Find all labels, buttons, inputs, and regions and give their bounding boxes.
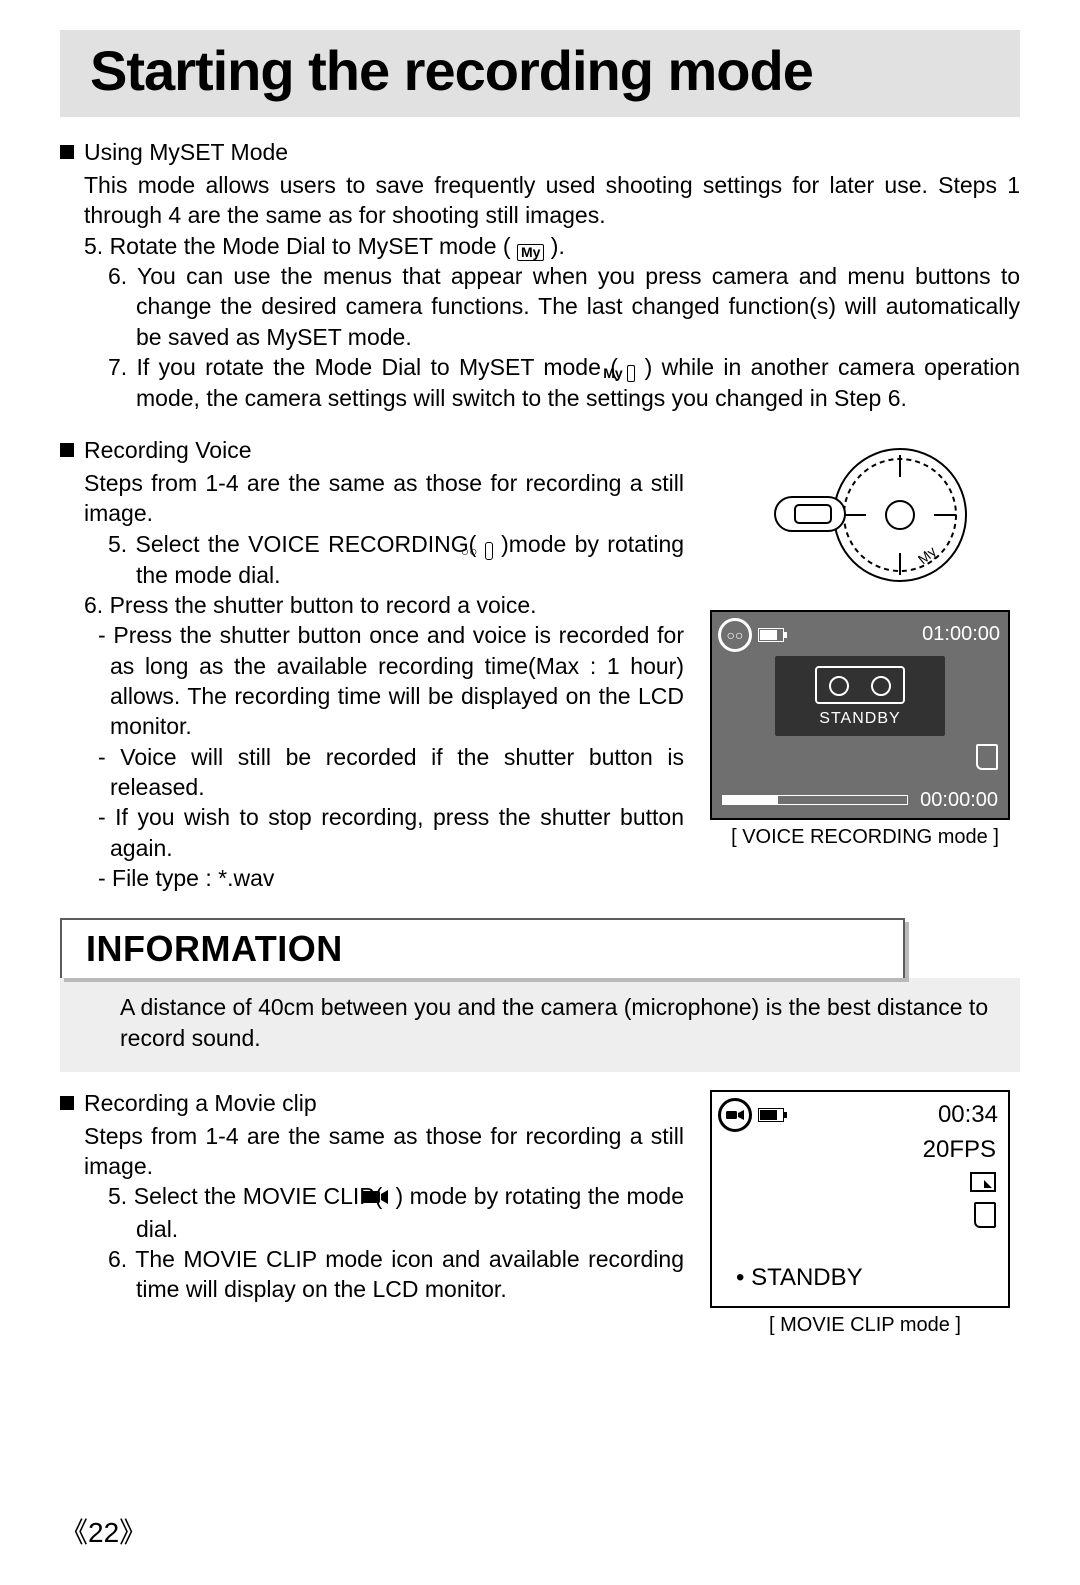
voice-sub4: - File type : *.wav xyxy=(110,863,684,893)
m5a: 5. Select the MOVIE CLIP( xyxy=(108,1183,382,1209)
voice-step6: 6. Press the shutter button to record a … xyxy=(84,590,684,620)
voice-lcd: ○○ 01:00:00 STANDBY 00:00:00 xyxy=(710,610,1010,820)
bullet-icon xyxy=(60,443,74,457)
voice-elapsed: 00:00:00 xyxy=(920,789,998,812)
battery-icon xyxy=(758,1108,784,1122)
my-icon: My xyxy=(517,244,544,261)
battery-icon xyxy=(758,628,784,642)
section-movie: Recording a Movie clip Steps from 1-4 ar… xyxy=(60,1090,1020,1337)
myset-heading: Using MySET Mode xyxy=(84,139,288,166)
voice-heading: Recording Voice xyxy=(84,437,252,464)
voice-mode-circled-icon: ○○ xyxy=(718,618,752,652)
info-title: INFORMATION xyxy=(86,928,343,970)
page-number-value: 22 xyxy=(88,1517,119,1548)
info-title-bar: INFORMATION xyxy=(60,918,905,978)
voice-text-col: Recording Voice Steps from 1-4 are the s… xyxy=(60,437,684,894)
myset-step5: 5. Rotate the Mode Dial to MySET mode ( … xyxy=(84,231,1020,261)
page: Starting the recording mode Using MySET … xyxy=(0,0,1080,1585)
movie-step6: 6. The MOVIE CLIP mode icon and availabl… xyxy=(84,1244,684,1305)
movie-lcd: 00:34 20FPS • STANDBY xyxy=(710,1090,1010,1308)
movie-step5: 5. Select the MOVIE CLIP( ) mode by rota… xyxy=(84,1181,684,1244)
movie-fps: 20FPS xyxy=(923,1136,996,1164)
progress-bar xyxy=(722,795,908,805)
voice-remaining: 01:00:00 xyxy=(922,623,1000,646)
section-voice: Recording Voice Steps from 1-4 are the s… xyxy=(60,437,1020,894)
info-box: INFORMATION A distance of 40cm between y… xyxy=(60,918,1020,1072)
movie-figure-col: 00:34 20FPS • STANDBY [ MOVIE CLIP mode … xyxy=(710,1090,1020,1337)
step-text-end: ). xyxy=(551,233,565,259)
voice-status: STANDBY xyxy=(775,710,945,728)
memory-card-icon xyxy=(974,1202,996,1228)
svg-text:My: My xyxy=(915,543,940,567)
my-icon: My xyxy=(627,365,635,382)
info-body: A distance of 40cm between you and the c… xyxy=(60,978,1020,1072)
voice-sub2: - Voice will still be recorded if the sh… xyxy=(110,742,684,803)
voice-lcd-caption: [ VOICE RECORDING mode ] xyxy=(710,826,1020,849)
voice-center-box: STANDBY xyxy=(775,656,945,736)
mode-dial-icon: My xyxy=(755,437,975,597)
bullet-icon xyxy=(60,1096,74,1110)
section-myset: Using MySET Mode This mode allows users … xyxy=(60,139,1020,413)
myset-intro: This mode allows users to save frequentl… xyxy=(84,170,1020,231)
movie-time: 00:34 xyxy=(938,1101,998,1129)
size-icon xyxy=(970,1172,996,1192)
s5a: 5. Select the VOICE RECORDING( xyxy=(108,531,476,557)
voice-sub3: - If you wish to stop recording, press t… xyxy=(110,802,684,863)
page-number: 《22》 xyxy=(60,1511,147,1551)
myset-step7: 7. If you rotate the Mode Dial to MySET … xyxy=(84,352,1020,413)
title-banner: Starting the recording mode xyxy=(60,30,1020,117)
step7a: 7. If you rotate the Mode Dial to MySET … xyxy=(108,354,618,380)
movie-heading: Recording a Movie clip xyxy=(84,1090,317,1117)
voice-sub1: - Press the shutter button once and voic… xyxy=(110,620,684,741)
movie-mode-circled-icon xyxy=(718,1098,752,1132)
bullet-icon xyxy=(60,145,74,159)
mode-dial-figure: My xyxy=(710,437,1020,602)
movie-text-col: Recording a Movie clip Steps from 1-4 ar… xyxy=(60,1090,684,1305)
movie-lcd-caption: [ MOVIE CLIP mode ] xyxy=(710,1314,1020,1337)
voice-rec-icon: ○○ xyxy=(485,542,493,560)
voice-intro: Steps from 1-4 are the same as those for… xyxy=(84,468,684,529)
voice-step5: 5. Select the VOICE RECORDING( ○○ )mode … xyxy=(84,529,684,590)
voice-figure-col: My ○○ 01:00:00 STANDBY xyxy=(710,437,1020,849)
movie-intro: Steps from 1-4 are the same as those for… xyxy=(84,1121,684,1182)
movie-status: • STANDBY xyxy=(736,1264,863,1292)
page-title: Starting the recording mode xyxy=(90,38,990,103)
myset-step6: 6. You can use the menus that appear whe… xyxy=(84,261,1020,352)
step-text: 5. Rotate the Mode Dial to MySET mode ( xyxy=(84,233,511,259)
memory-card-icon xyxy=(976,744,998,770)
cassette-icon xyxy=(815,666,905,704)
